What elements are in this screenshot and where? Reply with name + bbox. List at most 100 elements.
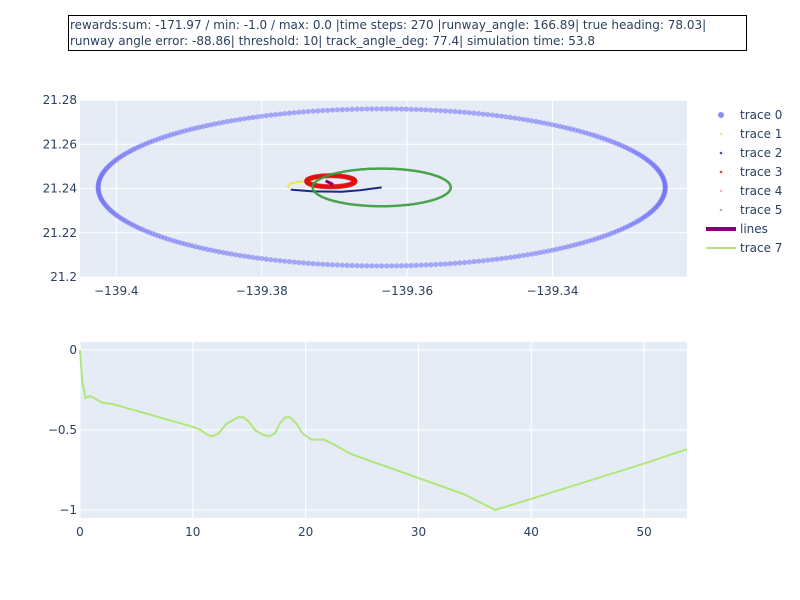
data-point [354, 106, 360, 112]
data-point [359, 263, 365, 269]
data-point [200, 245, 206, 252]
data-point [315, 108, 321, 114]
data-point [259, 113, 265, 119]
legend-item: trace 0 [718, 108, 782, 122]
data-point [438, 261, 444, 267]
data-point [413, 262, 419, 268]
x-tick-label: −139.4 [94, 284, 138, 298]
data-point [447, 108, 453, 114]
data-point [520, 116, 527, 122]
data-point [300, 260, 307, 266]
data-point [494, 113, 500, 119]
data-point [418, 107, 424, 113]
legend-label: trace 5 [740, 203, 782, 217]
data-point [364, 263, 370, 269]
y-tick-label: 21.22 [43, 226, 77, 240]
data-point [398, 106, 405, 112]
legend-label: trace 7 [740, 241, 782, 255]
data-point [452, 108, 458, 115]
data-point [282, 258, 288, 264]
data-point [549, 122, 555, 128]
x-tick-label: 50 [636, 525, 651, 539]
legend-label: trace 1 [740, 127, 782, 141]
data-point [413, 106, 419, 113]
data-point [480, 111, 486, 117]
data-point [329, 262, 336, 268]
data-point [204, 122, 210, 129]
data-point [224, 118, 230, 125]
data-point [241, 116, 247, 122]
data-point [447, 261, 453, 267]
data-point [438, 107, 444, 114]
data-point [245, 115, 252, 121]
x-tick-label: 10 [185, 525, 200, 539]
data-point [344, 106, 350, 113]
legend-item: trace 2 [719, 146, 782, 160]
series-line [325, 179, 334, 186]
data-point [277, 111, 283, 117]
legend-label: lines [740, 222, 768, 236]
data-point [529, 118, 535, 124]
data-point [300, 109, 307, 115]
data-point [324, 107, 331, 113]
data-point [403, 263, 409, 269]
data-point [512, 254, 518, 260]
data-point [557, 123, 563, 129]
data-point [388, 106, 395, 112]
data-point [344, 262, 350, 268]
data-point [241, 253, 247, 259]
legend-symbol [719, 132, 723, 136]
y-tick-label: −1 [59, 503, 77, 517]
data-point [254, 255, 261, 261]
data-point [228, 251, 235, 257]
data-point [461, 109, 468, 115]
data-point [310, 261, 316, 267]
legend-label: trace 3 [740, 165, 782, 179]
series-line [290, 186, 382, 193]
data-point [250, 114, 256, 121]
x-tick-label: 20 [298, 525, 313, 539]
data-point [320, 261, 326, 267]
data-point [485, 257, 491, 263]
data-point [291, 110, 297, 116]
data-point [388, 263, 395, 269]
data-point [516, 116, 522, 122]
reward-line [79, 349, 688, 512]
legend-item: trace 3 [719, 165, 782, 179]
data-point [384, 106, 390, 112]
data-point [208, 122, 214, 128]
data-point [259, 255, 265, 262]
info-line-1: rewards:sum: -171.97 / min: -1.0 / max: … [70, 18, 707, 32]
data-point [364, 106, 370, 112]
series-line [305, 174, 357, 189]
data-point [471, 259, 477, 265]
data-point [471, 110, 477, 116]
data-point [408, 262, 414, 269]
y-tick-label: 21.2 [50, 270, 77, 284]
data-point [480, 258, 486, 264]
data-point [315, 261, 321, 267]
data-point [537, 249, 543, 256]
data-point [263, 113, 269, 119]
data-point [525, 252, 531, 258]
x-tick-label: −139.36 [381, 284, 433, 298]
y-tick-label: 0 [69, 343, 77, 357]
data-point [418, 262, 424, 268]
legend-label: trace 0 [740, 108, 782, 122]
series-lines [325, 179, 334, 186]
x-tick-label: 0 [76, 525, 84, 539]
data-point [433, 107, 439, 113]
data-point [212, 121, 218, 127]
legend-label: trace 4 [740, 184, 782, 198]
data-point [393, 263, 400, 269]
data-point [494, 256, 500, 262]
data-point [384, 263, 390, 269]
x-tick-label: 30 [411, 525, 426, 539]
data-point [428, 262, 434, 268]
data-point [503, 114, 509, 120]
legend-item: lines [706, 222, 768, 236]
data-point [533, 118, 539, 125]
data-point [374, 106, 380, 112]
data-point [541, 120, 547, 126]
data-point [334, 107, 340, 113]
